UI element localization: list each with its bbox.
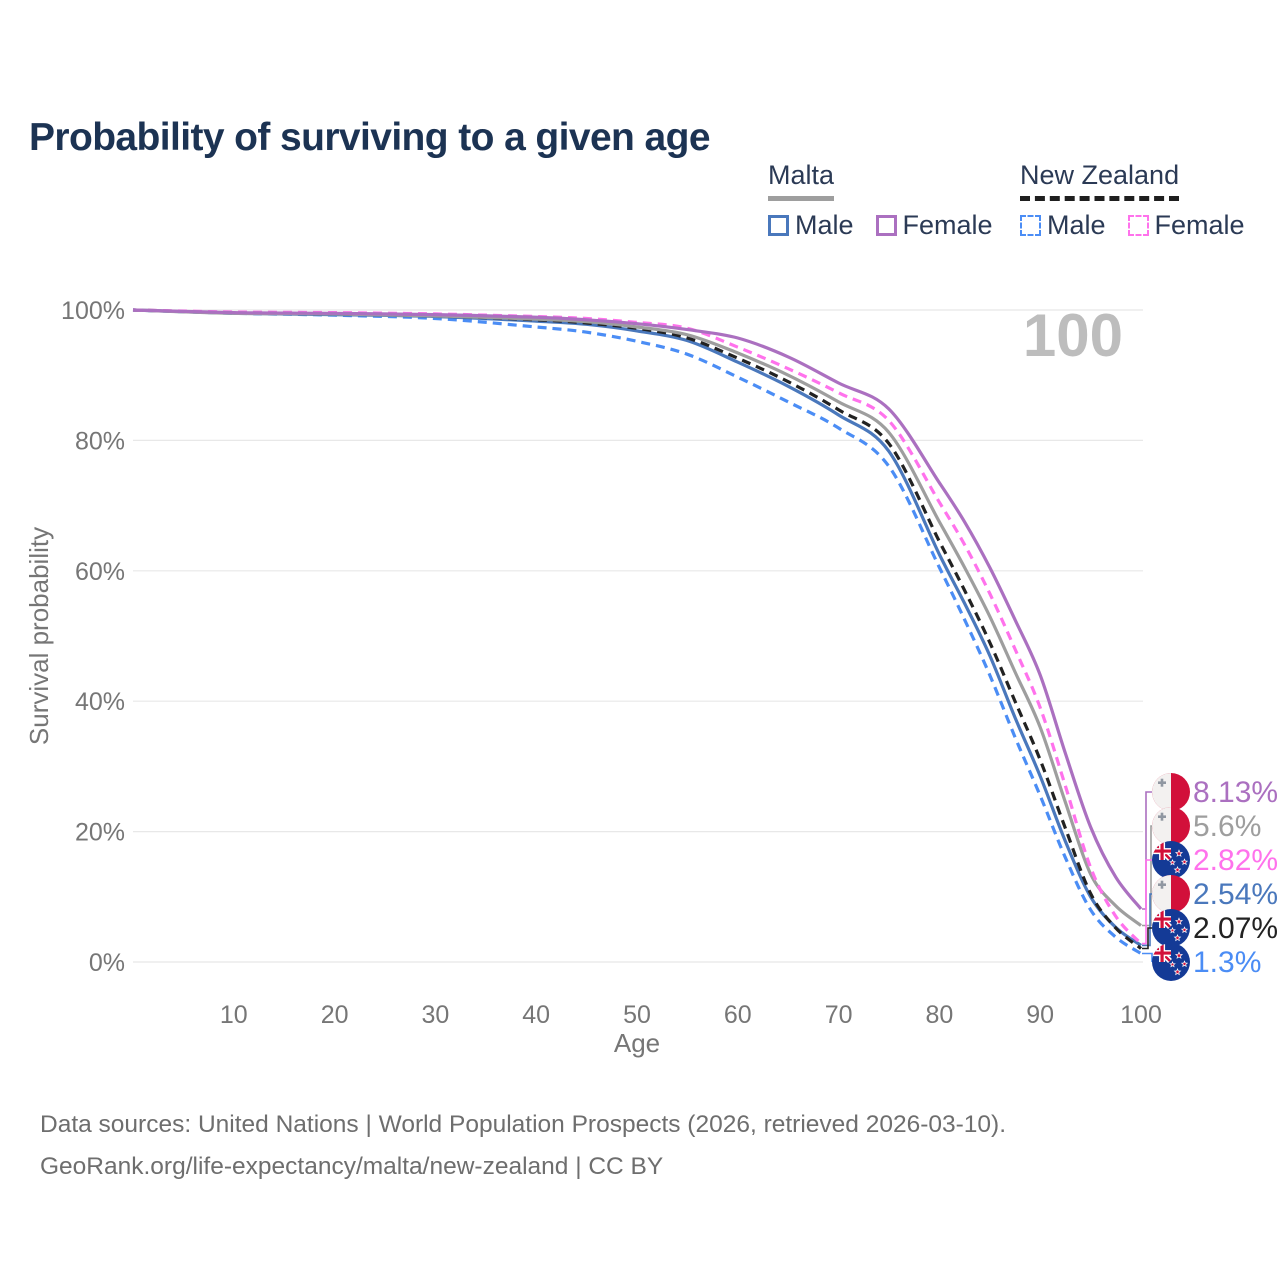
legend-item-label: Male — [1047, 210, 1106, 240]
series-nz-total-line[interactable] — [132, 308, 1143, 950]
legend-country-malta: Malta — [768, 160, 835, 201]
data-sources-line: Data sources: United Nations | World Pop… — [40, 1111, 1007, 1138]
x-tick-label: 100 — [1120, 1001, 1162, 1029]
series-malta-male-leader-line — [1142, 893, 1152, 947]
x-tick-label: 40 — [522, 1001, 550, 1029]
series-malta-total-end-label: 5.6% — [1193, 810, 1261, 843]
series-nz-male-line[interactable] — [132, 308, 1142, 955]
new-zealand-flag-icon — [1152, 943, 1190, 981]
legend-item-malta-male[interactable]: Male — [768, 210, 854, 241]
series-nz-male-leader-line — [1142, 952, 1153, 962]
x-axis-title: Age — [614, 1028, 660, 1058]
y-tick-label: 40% — [75, 688, 125, 716]
y-tick-label: 60% — [75, 558, 125, 586]
x-tick-label: 60 — [724, 1001, 752, 1029]
series-malta-female-leader-line — [1142, 791, 1152, 910]
legend-item-label: Female — [1154, 210, 1245, 240]
new-zealand-flag-icon — [1152, 841, 1190, 879]
new-zealand-dashed-line-sample — [1020, 196, 1180, 201]
x-tick-label: 70 — [825, 1001, 853, 1029]
series-nz-total-end-label: 2.07% — [1193, 912, 1278, 945]
y-tick-label: 100% — [61, 297, 125, 325]
x-tick-label: 10 — [220, 1001, 248, 1029]
hover-age-watermark: 100 — [1023, 302, 1123, 369]
series-nz-total-leader-line — [1142, 927, 1152, 950]
legend-group-new-zealand: New Zealand Male Female — [1020, 160, 1245, 241]
series-nz-female-line[interactable] — [132, 308, 1143, 945]
series-nz-female-end-label: 2.82% — [1193, 844, 1278, 877]
malta-solid-line-sample — [768, 196, 835, 201]
legend-group-malta: Malta Male Female — [768, 160, 993, 241]
legend-item-nz-female[interactable]: Female — [1127, 210, 1245, 241]
legend-item-label: Male — [795, 210, 854, 240]
series-malta-female-end-label: 8.13% — [1193, 776, 1278, 809]
legend-country-label: Malta — [768, 160, 835, 190]
malta-flag-icon — [1152, 807, 1190, 845]
series-malta-female-line[interactable] — [132, 308, 1143, 911]
legend-country-label: New Zealand — [1020, 160, 1180, 190]
malta-male-swatch-icon[interactable] — [768, 215, 789, 236]
x-tick-label: 20 — [321, 1001, 349, 1029]
legend-item-malta-female[interactable]: Female — [875, 210, 993, 241]
malta-female-swatch-icon[interactable] — [875, 215, 897, 236]
x-tick-label: 80 — [925, 1001, 953, 1029]
x-tick-label: 90 — [1026, 1001, 1054, 1029]
page-title: Probability of surviving to a given age — [29, 116, 711, 160]
series-nz-male-end-label: 1.3% — [1193, 946, 1261, 979]
malta-flag-icon — [1152, 875, 1190, 913]
source-url-line: GeoRank.org/life-expectancy/malta/new-ze… — [40, 1153, 664, 1180]
nz-female-swatch-icon[interactable] — [1127, 215, 1149, 236]
nz-male-swatch-icon[interactable] — [1020, 215, 1041, 236]
x-tick-label: 50 — [623, 1001, 651, 1029]
series-malta-male-line[interactable] — [132, 308, 1142, 947]
series-malta-male-end-label: 2.54% — [1193, 878, 1278, 911]
x-tick-label: 30 — [421, 1001, 449, 1029]
footer-attribution: Data sources: United Nations | World Pop… — [40, 1104, 1006, 1188]
series-malta-total-line[interactable] — [132, 308, 1142, 927]
legend-country-new-zealand: New Zealand — [1020, 160, 1180, 201]
legend-item-label: Female — [902, 210, 993, 240]
legend-item-nz-male[interactable]: Male — [1020, 210, 1106, 241]
series-nz-female-leader-line — [1142, 859, 1152, 945]
legend-row-malta: Male Female — [768, 210, 993, 241]
y-axis-title: Survival probability — [24, 527, 54, 745]
malta-flag-icon — [1152, 773, 1190, 811]
y-tick-label: 20% — [75, 819, 125, 847]
y-tick-label: 0% — [89, 949, 125, 977]
y-tick-label: 80% — [75, 427, 125, 455]
new-zealand-flag-icon — [1152, 909, 1190, 947]
legend-row-new-zealand: Male Female — [1020, 210, 1245, 241]
